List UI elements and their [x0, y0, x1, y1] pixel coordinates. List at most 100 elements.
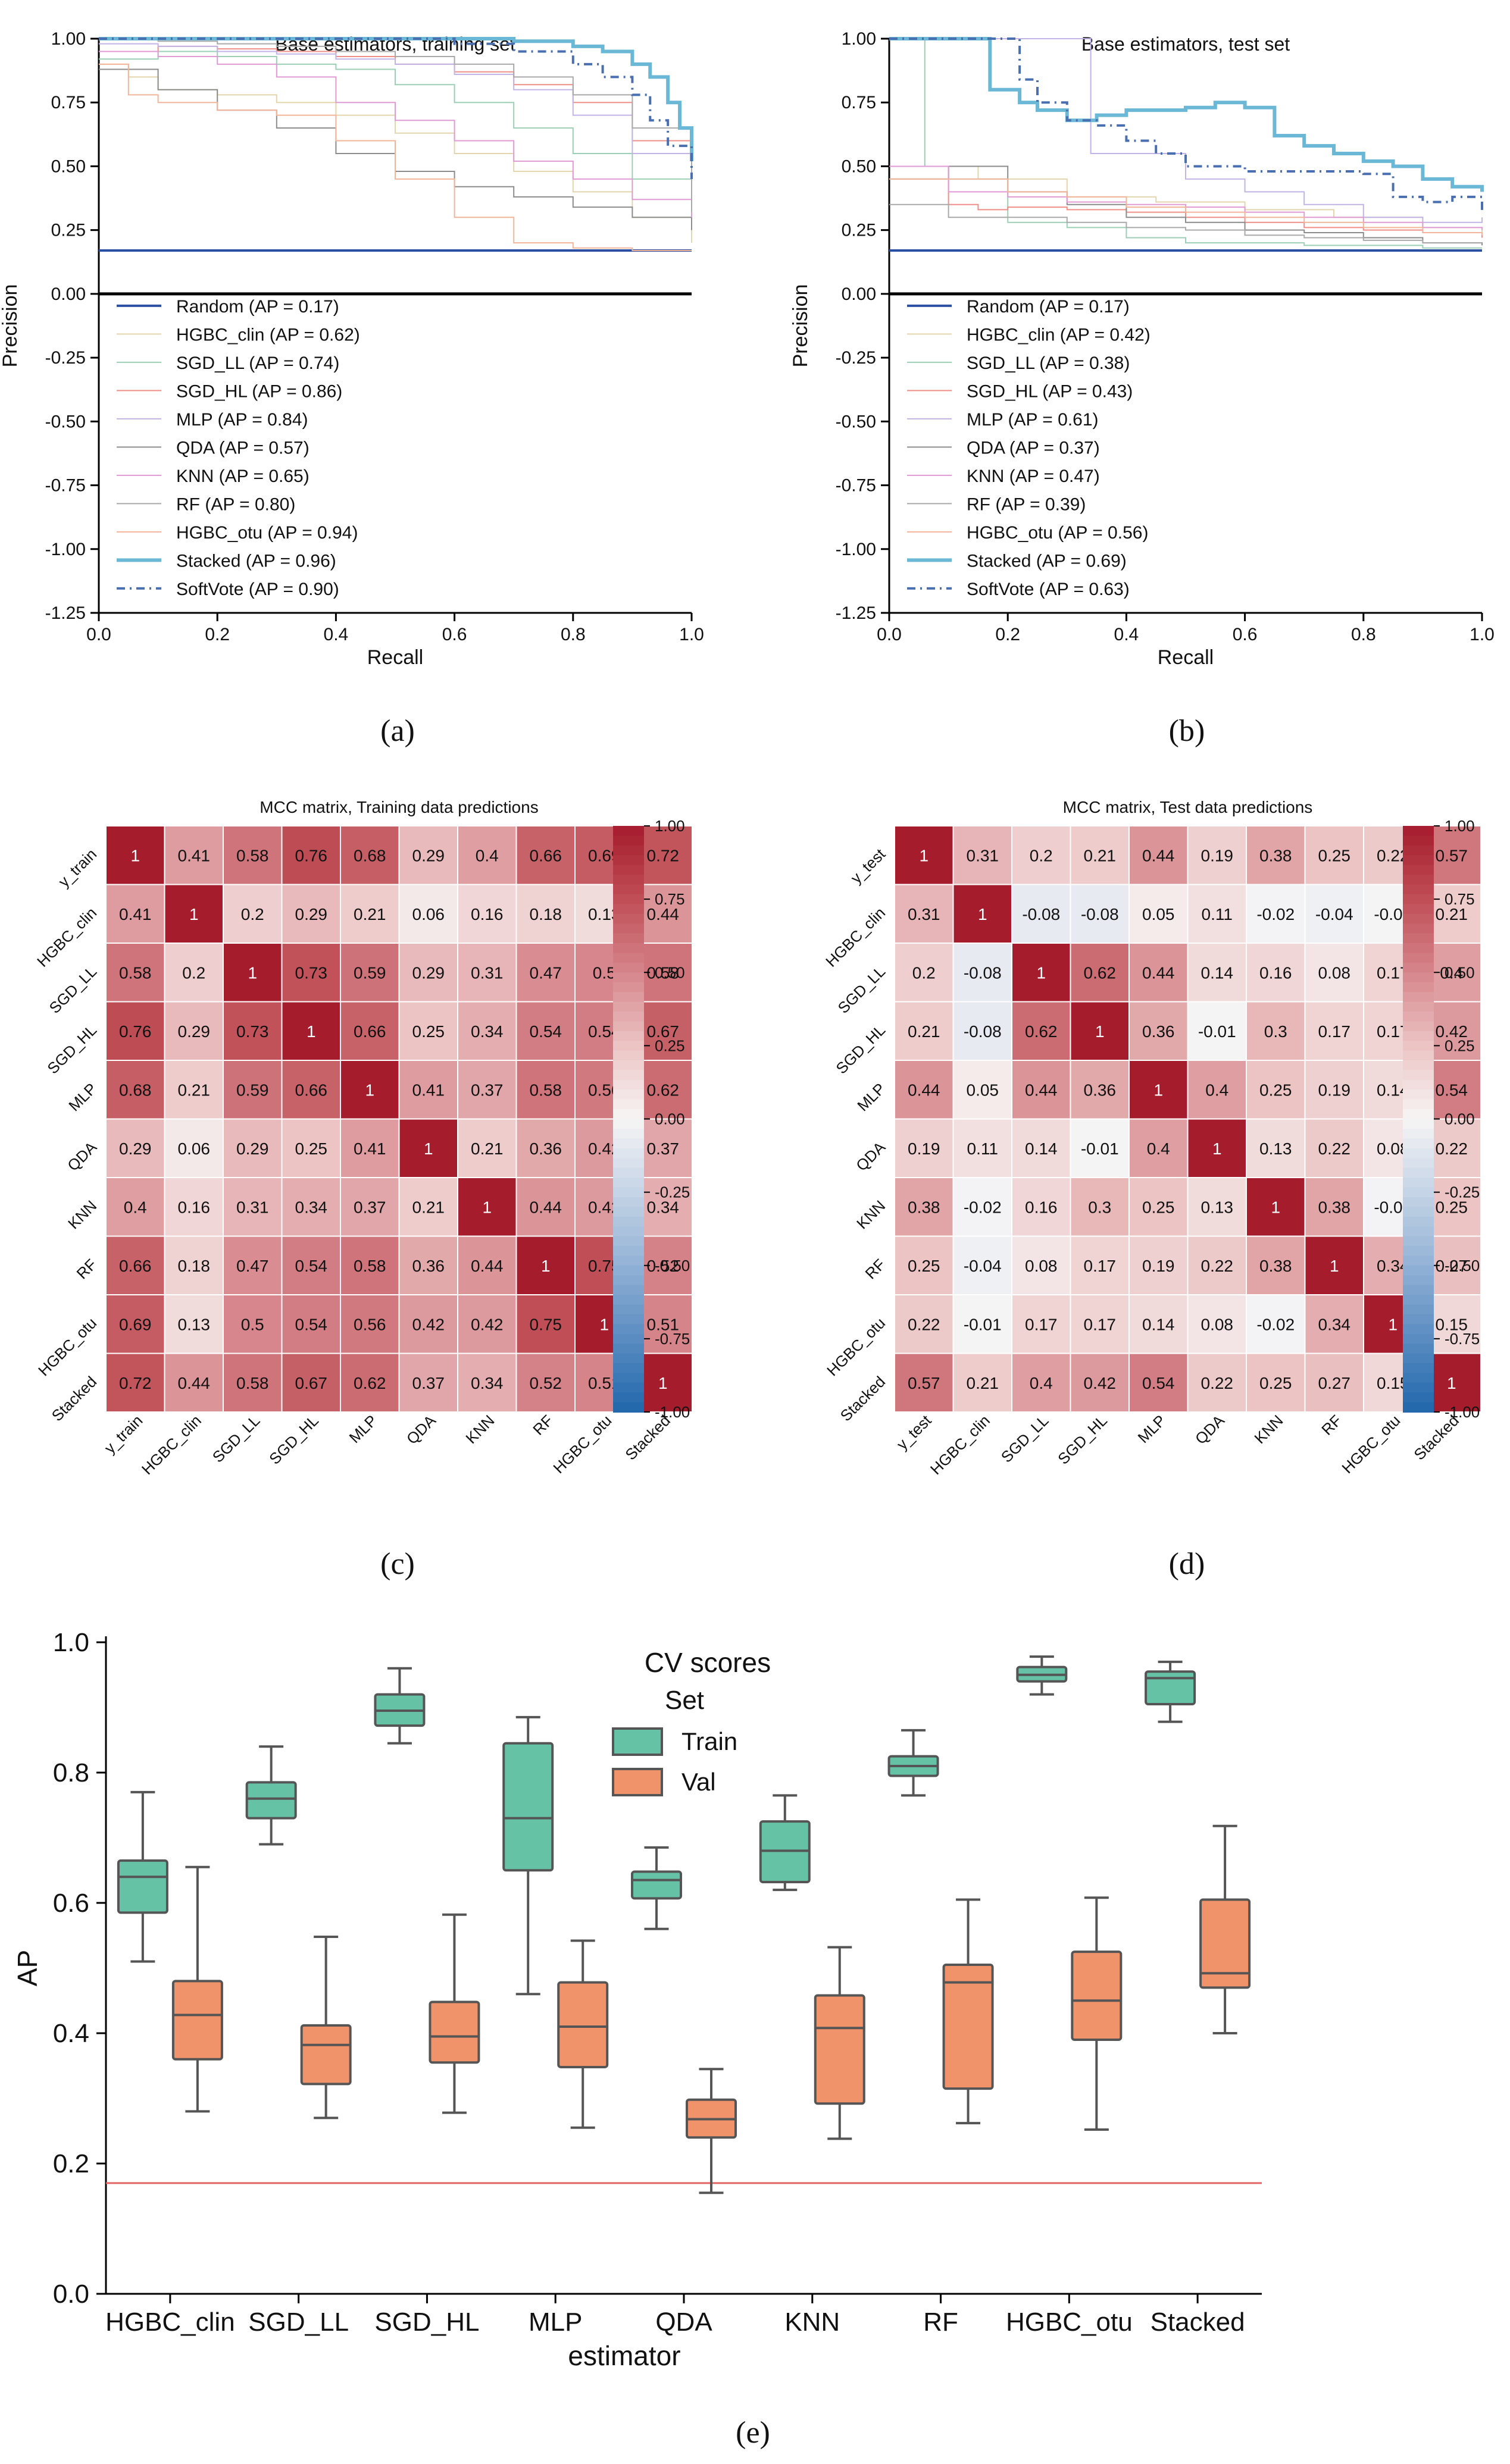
box-train-mlp [502, 1742, 554, 1872]
heatmap-cell [1011, 884, 1071, 944]
heatmap-cell [281, 1118, 341, 1178]
colorbar-segment [1403, 1197, 1434, 1208]
heatmap-cell [457, 1001, 517, 1061]
caption-a: (a) [380, 714, 415, 748]
heatmap-cell-value: 0.58 [236, 1374, 269, 1392]
heatmap-cell-value: 0.14 [1201, 963, 1234, 982]
heatmap-row-label: KNN [64, 1197, 100, 1232]
heatmap-cell [894, 884, 954, 944]
box-val-hgbc_clin [171, 1980, 223, 2061]
heatmap-cell [515, 1294, 576, 1354]
heatmap-cell-value: 0.29 [295, 905, 328, 923]
colorbar-segment [613, 962, 644, 973]
colorbar-segment [613, 1353, 644, 1364]
heatmap-cell-value: 0.44 [1142, 846, 1175, 865]
heatmap-cell [1246, 1118, 1306, 1178]
legend-swatch [612, 1727, 663, 1756]
colorbar-segment [1403, 1070, 1434, 1081]
legend-label: Stacked (AP = 0.69) [967, 551, 1127, 571]
heatmap-cell-value: 1 [1153, 1081, 1163, 1099]
heatmap-cell-value: 0.25 [412, 1022, 445, 1041]
colorbar-segment [1403, 1295, 1434, 1305]
heatmap-row-label: y_test [847, 845, 889, 887]
legend-title: Set [665, 1686, 704, 1715]
heatmap-cell [281, 884, 341, 944]
colorbar-segment [1403, 1344, 1434, 1354]
colorbar-segment [613, 1031, 644, 1042]
heatmap-cell-value: 0.44 [178, 1374, 211, 1392]
heatmap-cell [1128, 1001, 1189, 1061]
heatmap-cell [223, 1060, 283, 1120]
heatmap-cell [1304, 1294, 1364, 1354]
heatmap-cell [340, 1235, 400, 1295]
heatmap-cell [515, 1235, 576, 1295]
colorbar-segment [613, 1089, 644, 1100]
colorbar-segment [1403, 855, 1434, 866]
box-train-qda [631, 1870, 682, 1900]
heatmap-cell-value: 0.21 [1084, 846, 1117, 865]
box-val-sgd_hl [429, 2000, 480, 2064]
heatmap-cell [894, 1177, 954, 1237]
colorbar-tick-label: -0.25 [1445, 1184, 1480, 1201]
series-line-qda [889, 165, 1483, 246]
heatmap-cell-value: 1 [248, 963, 257, 982]
colorbar-segment [1403, 1021, 1434, 1032]
heatmap-cell-value: -0.08 [1081, 905, 1119, 923]
heatmap-cell-value: 0.76 [295, 846, 328, 865]
heatmap-cell-value: 0.11 [967, 1139, 998, 1158]
legend-label: SoftVote (AP = 0.63) [967, 580, 1130, 599]
heatmap-row-label: KNN [853, 1197, 889, 1232]
heatmap-cell-value: 0.4 [1030, 1374, 1053, 1392]
heatmap-cell-value: 1 [189, 905, 199, 923]
heatmap-cell [952, 1294, 1012, 1354]
heatmap-cell-value: 0.62 [1084, 963, 1117, 982]
heatmap-cell [952, 943, 1012, 1003]
heatmap-cell-value: 0.52 [530, 1374, 562, 1392]
legend-label: HGBC_otu (AP = 0.94) [176, 523, 358, 543]
colorbar-segment [613, 1382, 644, 1394]
heatmap-cell-value: 1 [978, 905, 987, 923]
colorbar-tick-label: 0.25 [655, 1037, 685, 1054]
heatmap-cell-value: 1 [658, 1374, 668, 1392]
colorbar-segment [613, 933, 644, 944]
heatmap-cell [1070, 943, 1130, 1003]
heatmap-cell [164, 1294, 224, 1354]
legend-label: Random (AP = 0.17) [967, 297, 1130, 317]
y-tick-label: -0.50 [45, 412, 86, 431]
heatmap-cell [1070, 1177, 1130, 1237]
heatmap-cell-value: 0.22 [908, 1315, 940, 1333]
heatmap-cell-value: 0.16 [471, 905, 504, 923]
heatmap-col-label: HGBC_clin [138, 1411, 205, 1478]
colorbar-segment [1403, 1050, 1434, 1061]
colorbar-tick-label: 0.75 [655, 890, 685, 908]
colorbar-segment [1403, 1373, 1434, 1383]
colorbar-segment [613, 1158, 644, 1169]
heatmap-cell-value: 0.38 [908, 1198, 940, 1216]
heatmap-cell [281, 1001, 341, 1061]
heatmap-cell-value: 0.31 [236, 1198, 269, 1216]
legend-label: HGBC_clin (AP = 0.42) [967, 325, 1151, 345]
y-axis-label: Precision [789, 284, 812, 368]
heatmap-cell [164, 884, 224, 944]
colorbar-segment [1403, 913, 1434, 925]
legend-label: Random (AP = 0.17) [176, 297, 339, 317]
heatmap-cell-value: 0.14 [1025, 1139, 1058, 1158]
x-tick-label: HGBC_otu [1006, 2308, 1133, 2337]
heatmap-cell [1304, 1352, 1364, 1413]
heatmap-cell-value: 0.05 [967, 1081, 999, 1099]
heatmap-cell-value: 0.44 [471, 1257, 504, 1275]
y-tick-label: 0.8 [53, 1758, 89, 1787]
heatmap-cell-value: -0.08 [964, 1022, 1002, 1041]
heatmap-cell-value: -0.08 [1022, 905, 1060, 923]
heatmap-cell [1011, 943, 1071, 1003]
legend-label: MLP (AP = 0.61) [967, 410, 1099, 430]
colorbar-tick-label: -0.25 [655, 1184, 690, 1201]
colorbar-segment [1403, 1304, 1434, 1315]
y-tick-label: -1.00 [836, 540, 876, 559]
heatmap-cell-value: 1 [1330, 1257, 1339, 1275]
x-tick-label: Stacked [1151, 2308, 1245, 2337]
heatmap-cell-value: 1 [130, 846, 140, 865]
y-tick-label: 0.0 [53, 2280, 89, 2309]
heatmap-cell [1246, 884, 1306, 944]
heatmap-cell-value: 0.36 [530, 1139, 562, 1158]
